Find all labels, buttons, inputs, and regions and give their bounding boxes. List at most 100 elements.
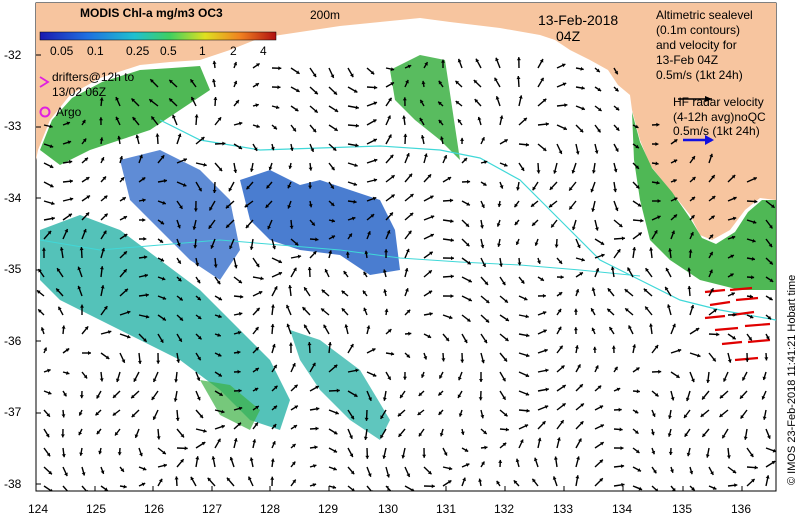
velocity-arrowhead <box>162 317 166 321</box>
velocity-arrowhead <box>430 233 434 238</box>
velocity-arrowhead <box>691 487 695 491</box>
velocity-arrowhead <box>609 327 613 331</box>
velocity-arrowhead <box>373 138 377 143</box>
velocity-arrowhead <box>163 178 167 183</box>
velocity-arrowhead <box>691 378 695 383</box>
velocity-arrowhead <box>640 218 644 223</box>
velocity-arrowhead <box>503 412 508 417</box>
velocity-arrowhead <box>341 308 346 312</box>
velocity-arrowhead <box>238 388 242 393</box>
velocity-arrowhead <box>485 319 490 323</box>
velocity-arrowhead <box>591 287 596 291</box>
velocity-arrowhead <box>600 442 604 446</box>
velocity-arrowhead <box>573 327 578 331</box>
velocity-arrowhead <box>575 151 580 155</box>
velocity-arrowhead <box>144 273 148 278</box>
velocity-arrowhead <box>504 139 508 143</box>
velocity-arrow <box>366 485 373 491</box>
velocity-arrowhead <box>618 223 623 227</box>
date-label: 13-Feb-2018 <box>538 12 619 28</box>
velocity-arrowhead <box>687 267 692 271</box>
velocity-arrowhead <box>481 204 485 208</box>
velocity-arrowhead <box>292 363 296 367</box>
velocity-arrowhead <box>314 90 318 95</box>
velocity-arrowhead <box>176 359 181 363</box>
colorbar-tick: 0.25 <box>126 44 150 58</box>
velocity-arrowhead <box>288 165 293 169</box>
velocity-arrowhead <box>218 167 223 172</box>
velocity-arrowhead <box>569 205 573 210</box>
velocity-arrowhead <box>762 416 767 420</box>
velocity-arrowhead <box>592 346 597 350</box>
velocity-arrowhead <box>99 97 104 101</box>
velocity-arrowhead <box>502 442 507 447</box>
velocity-arrowhead <box>255 83 259 87</box>
velocity-arrowhead <box>615 148 619 152</box>
velocity-arrowhead <box>104 487 108 491</box>
velocity-arrowhead <box>143 338 147 342</box>
velocity-arrowhead <box>495 57 499 62</box>
velocity-arrowhead <box>96 394 100 399</box>
velocity-arrowhead <box>390 351 395 356</box>
velocity-arrowhead <box>288 285 293 289</box>
velocity-arrowhead <box>292 444 296 448</box>
velocity-arrowhead <box>353 182 357 186</box>
sealevel-contour <box>39 239 641 277</box>
velocity-arrowhead <box>213 97 218 101</box>
velocity-arrowhead <box>99 266 104 270</box>
velocity-arrowhead <box>61 454 66 458</box>
velocity-arrowhead <box>372 196 377 201</box>
velocity-arrowhead <box>481 359 485 364</box>
velocity-arrowhead <box>238 406 243 411</box>
velocity-arrowhead <box>450 219 454 224</box>
velocity-arrowhead <box>79 395 84 399</box>
velocity-arrowhead <box>697 353 701 358</box>
velocity-arrowhead <box>333 449 337 453</box>
velocity-arrowhead <box>297 254 302 259</box>
velocity-arrowhead <box>484 281 488 285</box>
altimetry-legend-line: and velocity for <box>656 38 737 52</box>
velocity-arrowhead <box>611 345 616 349</box>
velocity-arrowhead <box>441 358 446 362</box>
velocity-arrowhead <box>248 476 252 481</box>
velocity-arrowhead <box>695 328 700 332</box>
velocity-arrowhead <box>497 243 501 247</box>
velocity-arrowhead <box>643 288 648 293</box>
velocity-arrowhead <box>228 187 233 192</box>
velocity-arrowhead <box>571 226 576 230</box>
velocity-arrowhead <box>49 183 54 188</box>
chlorophyll-offshore-patch <box>290 330 390 440</box>
velocity-arrowhead <box>255 347 259 351</box>
velocity-arrowhead <box>638 486 643 491</box>
velocity-arrowhead <box>430 215 435 219</box>
velocity-arrowhead <box>466 202 470 206</box>
velocity-arrowhead <box>82 119 86 124</box>
velocity-arrowhead <box>46 452 51 457</box>
velocity-arrowhead <box>212 60 217 65</box>
velocity-arrowhead <box>353 393 358 397</box>
velocity-arrowhead <box>45 433 50 438</box>
colorbar-title: MODIS Chl-a mg/m3 OC3 <box>80 6 223 20</box>
velocity-arrowhead <box>458 376 462 381</box>
velocity-arrowhead <box>235 100 239 104</box>
velocity-arrowhead <box>460 137 464 141</box>
velocity-arrowhead <box>237 350 241 355</box>
velocity-arrowhead <box>134 434 139 438</box>
velocity-arrowhead <box>190 79 194 83</box>
velocity-arrowhead <box>270 146 275 151</box>
velocity-arrowhead <box>156 436 161 440</box>
velocity-arrowhead <box>406 153 410 157</box>
colorbar-tick: 0.05 <box>50 44 74 58</box>
velocity-arrowhead <box>308 185 313 189</box>
velocity-arrowhead <box>673 179 677 183</box>
velocity-arrowhead <box>328 342 332 346</box>
velocity-arrowhead <box>450 294 454 299</box>
velocity-arrowhead <box>562 403 566 407</box>
velocity-arrowhead <box>594 150 599 154</box>
velocity-arrowhead <box>174 476 179 480</box>
velocity-arrowhead <box>579 272 583 276</box>
velocity-arrowhead <box>68 159 73 164</box>
velocity-arrowhead <box>504 299 508 303</box>
velocity-arrowhead <box>103 306 108 310</box>
velocity-arrowhead <box>673 139 678 143</box>
